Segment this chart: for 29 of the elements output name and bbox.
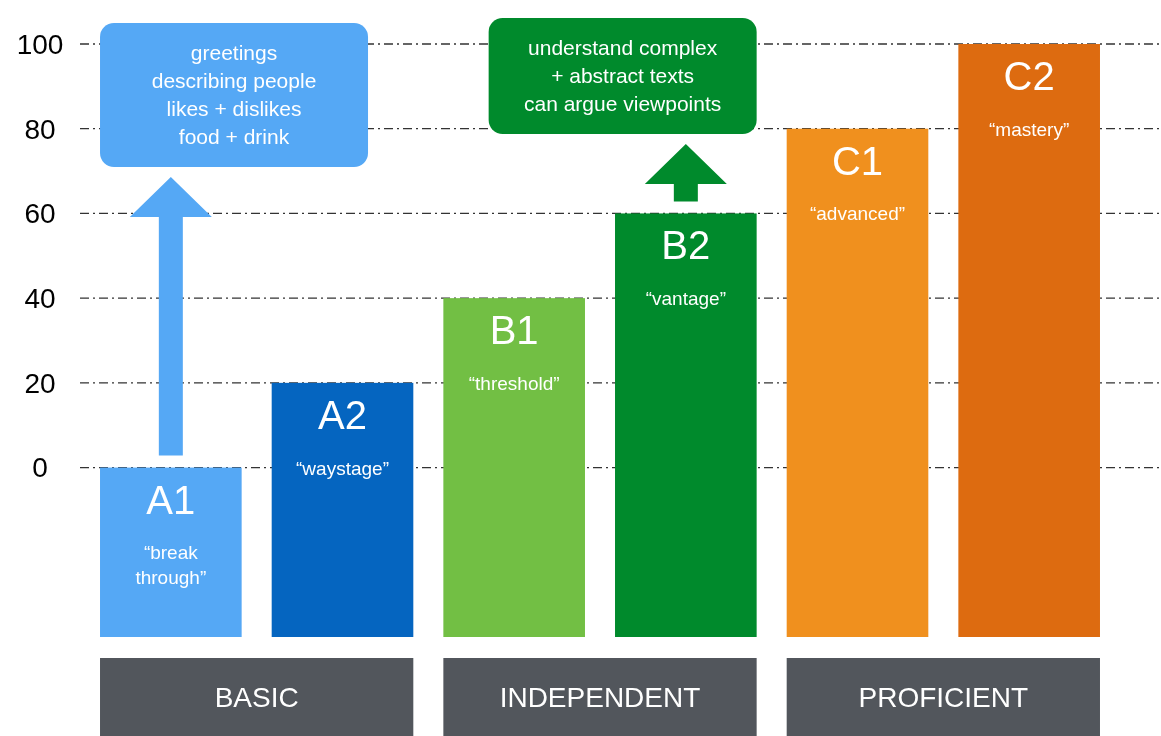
text: PROFICIENT	[858, 681, 1029, 713]
y-tick-label: 60	[24, 198, 56, 230]
x-tick-label: B1	[489, 308, 539, 353]
y-tick-label: 80	[24, 113, 56, 145]
annotation: “mastery”	[989, 118, 1070, 140]
annotation: “threshold”	[468, 372, 560, 394]
x-tick-label: A2	[318, 392, 367, 437]
annotation: “waystage”	[296, 457, 389, 479]
bar	[615, 213, 757, 637]
x-tick-label: A1	[146, 477, 196, 522]
y-tick-label: 0	[32, 452, 48, 484]
annotation: greetings describing people likes + dislikes food + drink	[151, 41, 317, 149]
annotation: “advanced”	[809, 203, 906, 225]
annotation: understand complex + abstract texts can argue viewpoints	[524, 36, 722, 116]
y-tick-label: 100	[16, 28, 64, 60]
bar	[271, 382, 414, 637]
bar	[958, 44, 1100, 637]
bar	[443, 298, 585, 637]
bar	[786, 128, 929, 637]
annotation: “break through”	[135, 542, 207, 589]
y-tick-label: 20	[24, 367, 56, 399]
x-tick-label: B2	[661, 223, 711, 268]
annotation: “vantage”	[645, 288, 726, 310]
x-tick-label: C2	[1003, 54, 1055, 98]
text: INDEPENDENT	[499, 681, 701, 713]
bar	[100, 467, 242, 637]
x-tick-label: C1	[831, 138, 884, 183]
text: BASIC	[214, 681, 299, 713]
y-tick-label: 40	[24, 282, 56, 314]
